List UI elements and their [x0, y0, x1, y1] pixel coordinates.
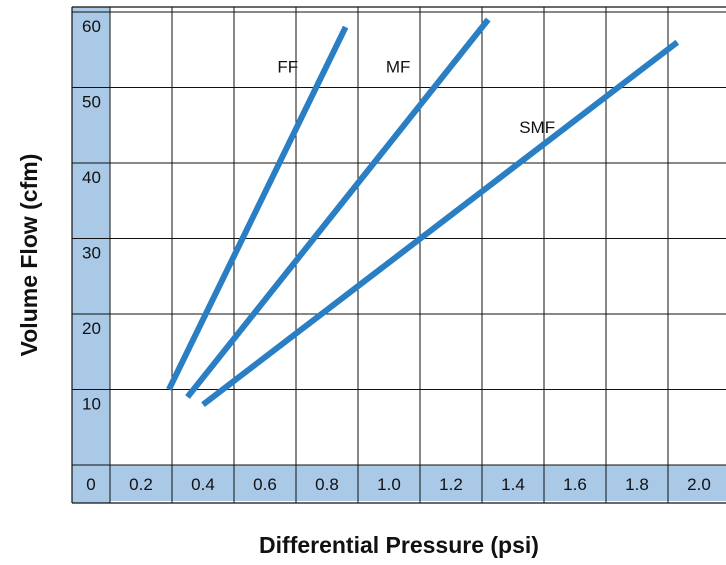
- origin-tick-label: 0: [86, 475, 95, 494]
- tick-labels: 0.2 0.4 0.6 0.8 1.0 1.2 1.4 1.6 1.8 2.0 0 10 20 30 40 5…: [82, 17, 711, 494]
- y-tick-label: 40: [82, 168, 101, 187]
- x-tick-label: 0.6: [253, 475, 277, 494]
- x-tick-label: 1.8: [625, 475, 649, 494]
- series-line-mf: [185, 17, 491, 399]
- x-axis-title: Differential Pressure (psi): [259, 532, 539, 558]
- series-label-smf: SMF: [519, 118, 555, 137]
- x-tick-label: 1.4: [501, 475, 525, 494]
- series-line-ff: [166, 25, 349, 391]
- x-axis-band: [72, 465, 726, 501]
- x-tick-label: 1.0: [377, 475, 401, 494]
- series-lines: [166, 17, 680, 407]
- y-axis-band: [72, 7, 110, 503]
- series-label-ff: FF: [277, 57, 298, 76]
- x-tick-label: 1.6: [563, 475, 587, 494]
- series-label-mf: MF: [386, 57, 411, 76]
- y-tick-label: 60: [82, 17, 101, 36]
- x-tick-label: 0.4: [191, 475, 215, 494]
- y-axis-title: Volume Flow (cfm): [16, 154, 42, 357]
- x-tick-label: 0.2: [129, 475, 153, 494]
- series-labels: FF MF SMF: [277, 57, 555, 136]
- y-tick-label: 30: [82, 244, 101, 263]
- y-tick-label: 10: [82, 395, 101, 414]
- x-tick-label: 2.0: [687, 475, 711, 494]
- y-tick-label: 50: [82, 93, 101, 112]
- y-tick-label: 20: [82, 319, 101, 338]
- x-tick-label: 0.8: [315, 475, 339, 494]
- series-line-smf: [201, 39, 680, 407]
- x-tick-label: 1.2: [439, 475, 463, 494]
